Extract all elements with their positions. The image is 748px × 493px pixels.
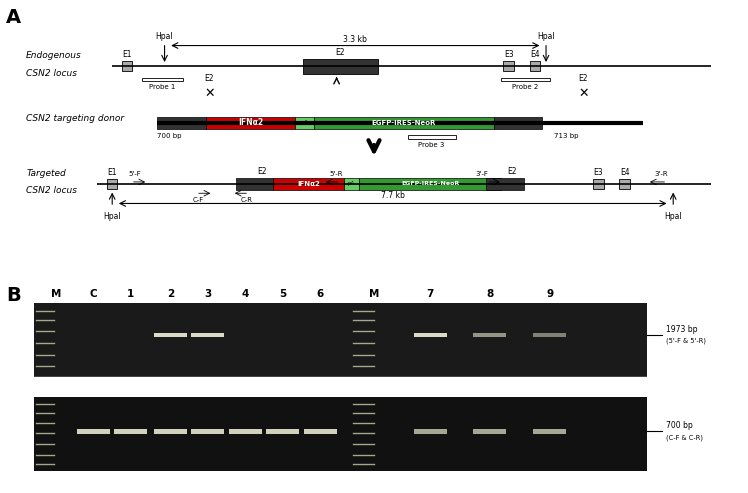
Text: 3'-F: 3'-F [475, 171, 488, 176]
Bar [266, 429, 299, 434]
Bar [344, 177, 359, 190]
Text: Probe 2: Probe 2 [512, 84, 539, 90]
Text: (C-F & C-R): (C-F & C-R) [666, 434, 702, 441]
Bar [157, 117, 206, 129]
Text: A: A [6, 8, 21, 27]
Text: E1: E1 [108, 168, 117, 176]
Text: CSN2 locus: CSN2 locus [26, 69, 77, 78]
Bar [142, 78, 183, 81]
Bar [303, 59, 378, 74]
Bar [107, 178, 117, 188]
Bar [473, 333, 506, 337]
Bar [501, 78, 550, 81]
Text: B: B [6, 286, 21, 305]
Text: 5: 5 [279, 289, 286, 299]
Bar [503, 61, 514, 71]
Bar [273, 177, 344, 190]
Bar [206, 117, 295, 129]
Bar [77, 429, 110, 434]
Text: 8: 8 [486, 289, 494, 299]
Text: E2: E2 [257, 167, 266, 176]
Text: IFNα2: IFNα2 [298, 180, 320, 186]
Bar [486, 177, 524, 190]
Bar [494, 117, 542, 129]
Text: 1973 bp: 1973 bp [666, 325, 697, 334]
Text: E1: E1 [123, 50, 132, 59]
Bar [122, 61, 132, 71]
Text: 4: 4 [242, 289, 249, 299]
Text: E2: E2 [579, 74, 588, 83]
Bar [154, 333, 187, 337]
Text: IFNα2: IFNα2 [238, 118, 263, 127]
Text: 9: 9 [546, 289, 554, 299]
Text: 6: 6 [316, 289, 324, 299]
Bar [191, 429, 224, 434]
Text: 7: 7 [426, 289, 434, 299]
Text: HpaI: HpaI [156, 32, 174, 41]
Bar [533, 333, 566, 337]
Text: 2: 2 [167, 289, 174, 299]
Bar [619, 178, 630, 188]
Text: M: M [51, 289, 61, 299]
Text: C-R: C-R [241, 197, 253, 204]
Bar [295, 117, 314, 129]
Bar [304, 429, 337, 434]
Text: ✕: ✕ [204, 87, 215, 101]
Text: E2: E2 [336, 48, 345, 57]
Text: Probe 1: Probe 1 [149, 84, 176, 90]
Text: 5'-R: 5'-R [330, 171, 343, 176]
Text: HpaI: HpaI [664, 212, 682, 221]
Bar [408, 135, 456, 139]
Text: ✕: ✕ [578, 87, 589, 101]
Text: CSN2 targeting donor: CSN2 targeting donor [26, 114, 124, 123]
Bar [414, 429, 447, 434]
Text: Probe 3: Probe 3 [418, 141, 445, 147]
Text: C: C [90, 289, 97, 299]
Text: pA: pA [300, 120, 309, 125]
Text: HpaI: HpaI [103, 212, 121, 221]
Text: EGFP-IRES-NeoR: EGFP-IRES-NeoR [401, 181, 459, 186]
Bar [414, 333, 447, 337]
Text: 700 bp: 700 bp [666, 421, 693, 430]
Bar [191, 333, 224, 337]
Text: 3'-R: 3'-R [654, 171, 668, 176]
Text: CSN2 locus: CSN2 locus [26, 186, 77, 195]
Bar [236, 177, 273, 190]
Bar [359, 177, 501, 190]
Text: C-F: C-F [192, 197, 204, 204]
Text: E2: E2 [508, 167, 517, 176]
Text: 700 bp: 700 bp [157, 133, 182, 140]
Text: E3: E3 [594, 168, 603, 176]
Text: E3: E3 [504, 50, 513, 59]
Text: 3: 3 [204, 289, 212, 299]
Text: 3.3 kb: 3.3 kb [343, 35, 367, 43]
Text: E4: E4 [530, 50, 539, 59]
Text: 1: 1 [127, 289, 135, 299]
Text: 5'-F: 5'-F [128, 171, 141, 176]
Text: pA: pA [348, 181, 355, 186]
Text: Targeted: Targeted [26, 169, 66, 177]
Text: (5'-F & 5'-R): (5'-F & 5'-R) [666, 338, 705, 345]
Text: HpaI: HpaI [537, 32, 555, 41]
Bar [34, 397, 647, 471]
Text: 7.7 kb: 7.7 kb [381, 191, 405, 200]
Bar [229, 429, 262, 434]
Text: M: M [369, 289, 379, 299]
Text: E2: E2 [205, 74, 214, 83]
Text: EGFP-IRES-NeoR: EGFP-IRES-NeoR [372, 120, 436, 126]
Bar [154, 429, 187, 434]
Bar [473, 429, 506, 434]
Text: Endogenous: Endogenous [26, 51, 82, 60]
Bar [530, 61, 540, 71]
Bar [114, 429, 147, 434]
Bar [533, 429, 566, 434]
Text: E4: E4 [620, 168, 629, 176]
Bar [314, 117, 494, 129]
Bar [34, 303, 647, 377]
Text: 713 bp: 713 bp [554, 133, 578, 140]
Bar [593, 178, 604, 188]
